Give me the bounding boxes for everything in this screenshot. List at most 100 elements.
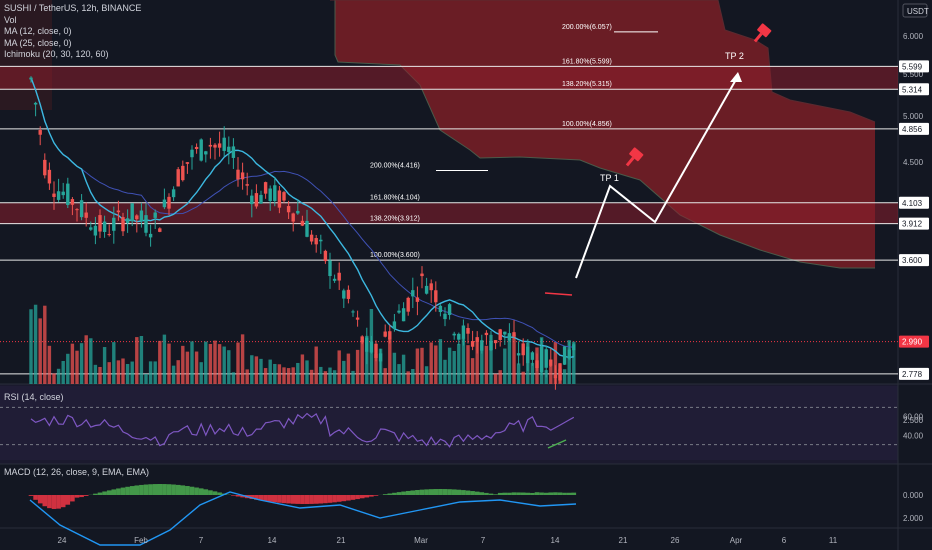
candle-body [139,210,144,222]
macd-histogram-bar [341,495,347,502]
volume-bar [171,365,176,384]
candle-body [268,188,272,202]
time-axis-label: Mar [414,536,428,545]
time-axis-label: 6 [782,536,787,545]
volume-bar [484,345,489,384]
macd-histogram-bar [493,494,498,495]
candle-body [332,278,337,281]
volume-bar [153,361,157,384]
candle-body [535,360,539,369]
volume-bar [222,346,226,384]
fib-label: 138.20%(5.315) [562,81,612,88]
volume-bar [250,355,254,384]
time-axis-label: 7 [481,536,486,545]
volume-bar [530,362,535,384]
candle-body [526,346,530,364]
volume-bar [337,350,341,384]
candle-body [452,333,456,336]
macd-histogram-bar [134,485,140,495]
candle-body [204,151,208,155]
macd-histogram-bar [447,489,452,495]
volume-bar [125,364,130,384]
level-badge [899,217,929,230]
volume-bar [52,373,56,384]
volume-bar [300,354,305,384]
macd-histogram-bar [516,492,521,495]
candle-body [415,297,420,302]
ma-25-legend[interactable]: MA (25, close, 0) [4,37,72,48]
candle-body [148,233,153,238]
candle-body [217,143,222,148]
projection-arrowhead [730,72,742,82]
time-axis-label: 7 [199,536,204,545]
macd-histogram-bar [300,495,305,504]
volume-bar [227,350,231,384]
symbol-title[interactable]: SUSHI / TetherUS, 12h, BINANCE [4,3,142,13]
support-trendline [544,292,573,296]
time-axis-label: Feb [134,536,148,545]
candle-body [273,185,277,202]
volume-bar [452,350,456,384]
volume-bar [259,358,263,384]
candle-body [112,217,116,231]
volume-bar [208,343,213,384]
macd-histogram-bar [456,489,462,495]
volume-bar [461,337,466,384]
volume-legend[interactable]: Vol [4,14,17,25]
macd-histogram-bar [507,492,512,495]
volume-bar [291,367,295,384]
volume-bar [185,351,190,384]
candle-body [167,196,171,209]
volume-bar [360,340,364,384]
volume-bar [236,342,240,384]
macd-histogram-bar [424,489,429,495]
macd-legend[interactable]: MACD (12, 26, close, 9, EMA, EMA) [4,467,150,477]
candle-body [512,332,516,337]
macd-histogram-bar [102,491,107,495]
candle-body [181,165,185,181]
candle-body [236,169,240,180]
macd-histogram-bar [461,490,466,495]
candle-body [254,193,259,207]
volume-bar [38,318,42,384]
candle-body [392,321,397,329]
macd-histogram-bar [93,493,98,495]
fib-zone-lower [0,202,898,224]
volume-bar [194,351,199,384]
fib-label: 100.00%(3.600) [370,252,420,259]
candle-body [443,313,447,320]
candle-body [457,333,461,340]
macd-histogram-bar [323,495,328,504]
macd-histogram-bar [520,492,526,495]
volume-bar [521,371,525,384]
candle-body [544,349,548,368]
macd-histogram-bar [530,492,535,495]
volume-bar [47,345,52,384]
candle-body [383,331,387,337]
candle-body [245,184,249,186]
candle-body [438,305,443,313]
candle-body [185,162,190,164]
macd-histogram-bar [189,486,195,495]
macd-histogram-bar [474,491,480,495]
rsi-legend[interactable]: RSI (14, close) [4,392,64,402]
macd-histogram-bar [290,495,296,504]
macd-histogram-bar [240,495,245,498]
candle-body [213,144,217,148]
candle-body [75,209,79,211]
macd-histogram-bar [281,495,287,504]
time-axis-label: Apr [730,536,743,545]
volume-bar [61,360,65,384]
volume-bar [162,334,167,384]
ichimoku-legend[interactable]: Ichimoku (20, 30, 120, 60) [4,49,109,59]
volume-bar [148,361,153,384]
currency-badge [902,3,928,18]
macd-histogram-bar [129,486,135,495]
volume-bar [75,350,79,384]
rsi-tick-label: 60.00 [903,413,924,422]
candle-body [572,344,576,351]
candle-body [107,234,111,236]
volume-bar [572,341,576,384]
ma-12-legend[interactable]: MA (12, close, 0) [4,26,72,36]
